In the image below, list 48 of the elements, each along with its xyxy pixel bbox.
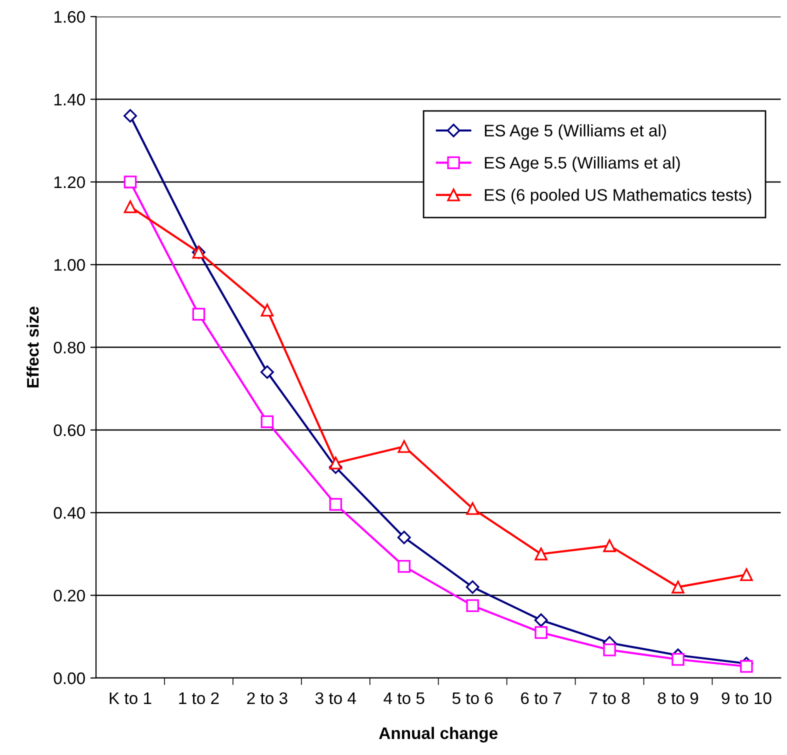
point [329, 498, 342, 511]
y-tick-label: 0.60 [54, 424, 85, 436]
x-tick-label: 5 to 6 [452, 692, 493, 704]
point [192, 308, 206, 321]
point [740, 568, 753, 582]
x-tick-label: 7 to 8 [590, 692, 630, 704]
point [466, 580, 480, 594]
x-tick-label: 9 to 10 [722, 692, 772, 704]
point [124, 109, 137, 123]
point [124, 176, 137, 188]
y-tick-label: 0.40 [54, 507, 85, 519]
point [534, 613, 548, 627]
point [260, 304, 274, 316]
point [672, 653, 684, 666]
legend-label: ES Age 5.5 (Williams et al) [484, 156, 680, 172]
point [466, 599, 479, 612]
y-tick-label: 1.00 [54, 259, 85, 271]
point [740, 660, 753, 673]
point [398, 560, 411, 573]
y-tick-label: 0.20 [54, 590, 85, 602]
x-tick-label: 2 to 3 [247, 692, 288, 704]
point [124, 200, 137, 214]
point [329, 456, 342, 470]
x-tick-label: 3 to 4 [315, 692, 356, 704]
point [534, 626, 548, 639]
point [672, 580, 684, 594]
x-tick-label: 1 to 2 [179, 692, 219, 704]
y-tick-label: 0.00 [54, 672, 85, 684]
point [603, 643, 616, 656]
legend-label: ES (6 pooled US Mathematics tests) [484, 188, 752, 204]
legend-label: ES Age 5 (Williams et al) [484, 124, 666, 140]
point [603, 539, 616, 552]
y-tick-label: 0.80 [54, 342, 85, 354]
y-axis-title: Effect size [26, 306, 39, 388]
x-tick-label: 6 to 7 [521, 692, 562, 704]
point [534, 548, 548, 560]
y-tick-label: 1.60 [54, 11, 85, 23]
y-tick-label: 1.40 [54, 94, 85, 106]
x-tick-label: K to 1 [110, 692, 152, 704]
point [466, 502, 479, 515]
point [397, 530, 411, 544]
point [260, 415, 274, 428]
x-tick-label: 8 to 9 [658, 692, 698, 704]
point [398, 440, 411, 453]
y-tick-label: 1.20 [54, 176, 85, 188]
x-axis-title: Annual change [379, 726, 498, 742]
x-tick-label: 4 to 5 [384, 692, 424, 704]
point [260, 365, 274, 379]
